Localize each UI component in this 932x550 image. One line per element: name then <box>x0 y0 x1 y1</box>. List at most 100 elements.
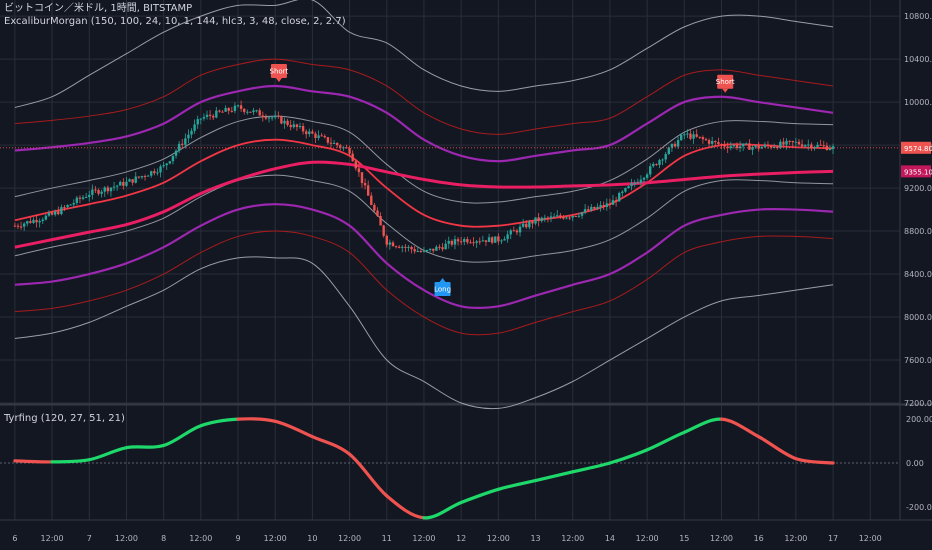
time-axis-label: 12:00 <box>264 534 287 543</box>
oscillator-line-segment <box>310 435 352 456</box>
upper-purple-band <box>14 84 834 163</box>
ma-price-tag <box>901 165 931 178</box>
candle-body <box>673 143 677 147</box>
candle-body <box>478 241 481 243</box>
time-axis-label: 12:00 <box>859 534 882 543</box>
candle-body <box>667 147 671 155</box>
candle-body <box>707 140 711 144</box>
candle-body <box>41 219 44 221</box>
candle-body <box>559 215 562 217</box>
candle-body <box>410 246 413 250</box>
candle-body <box>181 143 184 145</box>
candle-body <box>26 221 29 224</box>
candle-body <box>78 197 82 199</box>
upper-mid-band <box>14 115 834 204</box>
price-axis-label: 8400.00 <box>904 270 932 279</box>
candle-body <box>153 171 156 174</box>
candle-body <box>199 118 203 120</box>
candle-body <box>394 246 398 248</box>
candle-body <box>370 195 373 205</box>
candle-body <box>552 216 556 218</box>
candle-body <box>807 144 810 146</box>
indicator-legend[interactable]: ExcaliburMorgan (150, 100, 24, 10, 1, 14… <box>4 16 346 27</box>
candle-body <box>122 181 125 186</box>
candle-body <box>286 120 289 126</box>
candle-body <box>391 242 395 247</box>
candle-body <box>326 137 330 143</box>
signal-tag[interactable] <box>270 63 287 78</box>
price-axis-label: 9200.00 <box>904 184 932 193</box>
time-axis-label: 12:00 <box>115 534 138 543</box>
candle-body <box>32 219 35 223</box>
symbol-legend[interactable]: ビットコイン／米ドル, 1時間, BITSTAMP <box>4 3 193 14</box>
signal-tag[interactable] <box>717 74 734 89</box>
candle-body <box>748 143 751 150</box>
candle-body <box>574 215 578 217</box>
candle-body <box>156 172 159 174</box>
oscillator-line-segment <box>794 457 835 465</box>
time-axis-label: 15 <box>679 534 689 543</box>
candle-body <box>66 204 69 208</box>
candle-body <box>472 242 475 244</box>
candle-body <box>97 190 100 194</box>
candle-body <box>692 134 695 139</box>
candle-body <box>639 179 643 183</box>
candle-body <box>608 203 612 205</box>
time-axis-label: 12:00 <box>784 534 807 543</box>
candle-body <box>494 236 497 243</box>
candle-body <box>741 143 745 147</box>
candle-body <box>224 108 227 112</box>
candle-body <box>503 239 506 241</box>
candle-body <box>75 197 79 203</box>
candle-body <box>366 185 370 196</box>
signal-tag-pointer <box>275 77 282 82</box>
oscillator-line-segment <box>87 446 129 462</box>
candle-body <box>645 174 649 178</box>
candle-body <box>289 125 292 128</box>
mid-red-band <box>14 138 834 228</box>
oscillator-line-segment <box>273 419 314 439</box>
candle-body <box>379 216 382 226</box>
candle-body <box>602 205 605 207</box>
candle-body <box>413 249 416 252</box>
signal-tag[interactable] <box>434 282 451 297</box>
candle-body <box>202 116 206 119</box>
upper-thin-red-band <box>14 58 834 135</box>
candle-body <box>444 243 447 250</box>
candle-body <box>236 105 240 107</box>
candle-body <box>404 246 407 248</box>
candle-body <box>295 124 299 128</box>
candle-body <box>816 144 819 147</box>
oscillator-line-segment <box>347 452 389 498</box>
signal-tag-pointer <box>722 88 729 93</box>
oscillator-line-segment <box>236 417 277 423</box>
oscillator-line-segment <box>571 461 612 474</box>
candle-body <box>264 117 268 119</box>
lower-thin-red-band <box>14 230 834 336</box>
candle-body <box>583 209 587 213</box>
time-axis-label: 12:00 <box>41 534 64 543</box>
candle-body <box>627 186 630 189</box>
oscillator-line-segment <box>533 470 575 483</box>
candle-body <box>803 145 807 147</box>
candle-body <box>456 239 460 242</box>
candle-body <box>159 166 162 173</box>
time-axis-label: 8 <box>161 534 166 543</box>
candle-body <box>212 115 215 118</box>
time-axis-label: 12:00 <box>636 534 659 543</box>
oscillator-axis-label: 0.00 <box>906 459 924 468</box>
candle-body <box>258 110 261 116</box>
candle-body <box>701 137 705 140</box>
candle-body <box>506 234 509 240</box>
candle-body <box>757 145 760 149</box>
candle-body <box>562 216 565 219</box>
oscillator-legend[interactable]: Tyrfing (120, 27, 51, 21) <box>4 413 125 424</box>
candle-body <box>283 120 286 124</box>
candle-body <box>84 196 88 198</box>
candle-body <box>373 204 376 211</box>
candle-body <box>314 133 317 138</box>
candle-body <box>649 166 652 175</box>
candle-body <box>128 179 131 182</box>
